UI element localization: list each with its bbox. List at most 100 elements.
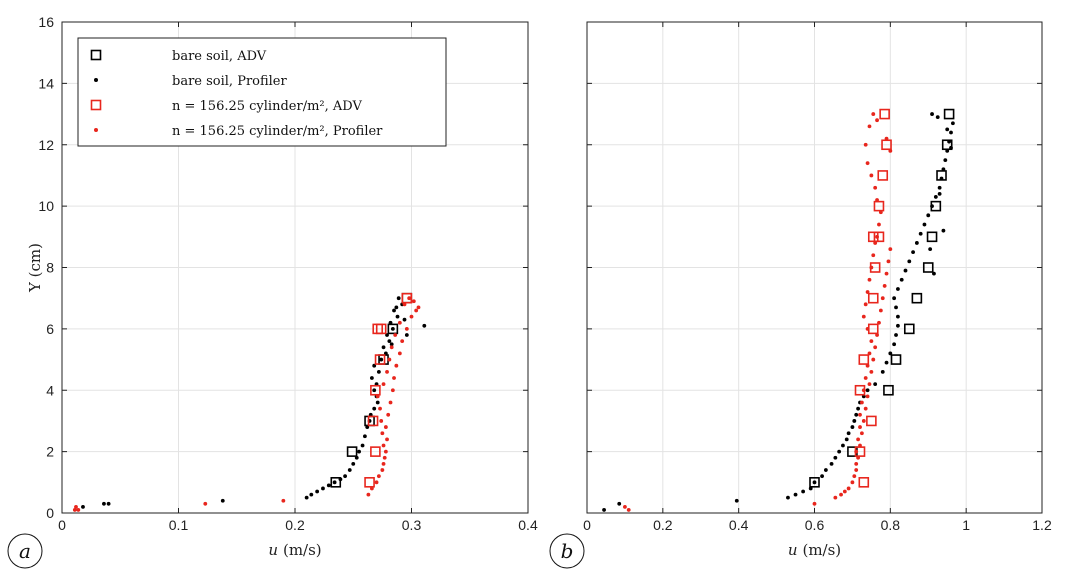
data-point-dot bbox=[309, 492, 314, 497]
data-point-dot bbox=[922, 222, 927, 227]
data-point-dot bbox=[416, 305, 421, 310]
data-point-dot bbox=[846, 486, 851, 491]
data-point-square bbox=[858, 354, 870, 365]
data-point-dot bbox=[939, 176, 944, 181]
y-axis-label: Y (cm) bbox=[26, 243, 44, 293]
x-tick-label: 0.6 bbox=[805, 517, 825, 533]
data-point-dot bbox=[896, 314, 900, 319]
data-point-dot bbox=[886, 259, 891, 264]
legend-label: n = 156.25 cylinder/m², Profiler bbox=[172, 124, 383, 139]
data-point-dot bbox=[326, 483, 331, 488]
data-point-dot bbox=[72, 508, 77, 512]
data-point-dot bbox=[338, 477, 343, 482]
data-point-dot bbox=[833, 455, 838, 460]
data-point-square bbox=[879, 108, 890, 120]
data-point-dot bbox=[793, 492, 798, 497]
series-3 bbox=[72, 296, 421, 512]
data-point-dot bbox=[865, 388, 870, 393]
legend-label: bare soil, Profiler bbox=[172, 74, 288, 89]
data-point-dot bbox=[422, 323, 427, 328]
data-point-dot bbox=[400, 339, 405, 344]
data-point-dot bbox=[382, 455, 387, 460]
data-point-dot bbox=[841, 443, 845, 448]
data-point-dot bbox=[385, 369, 389, 374]
data-point-dot bbox=[829, 462, 834, 466]
data-point-dot bbox=[383, 425, 388, 429]
data-point-dot bbox=[389, 345, 394, 350]
data-point-dot bbox=[404, 326, 409, 331]
data-point-dot bbox=[387, 339, 392, 344]
data-point-dot bbox=[863, 302, 868, 307]
data-point-dot bbox=[375, 394, 380, 399]
data-point-square bbox=[387, 323, 399, 335]
data-point-dot bbox=[949, 130, 953, 135]
data-point-dot bbox=[414, 308, 419, 313]
data-point-square bbox=[873, 231, 885, 243]
data-point-square bbox=[926, 231, 938, 243]
data-point-dot bbox=[880, 296, 885, 301]
data-point-dot bbox=[873, 241, 878, 245]
series-1 bbox=[81, 296, 427, 509]
data-point-dot bbox=[379, 357, 384, 362]
legend-marker-square bbox=[90, 99, 102, 111]
data-point-dot bbox=[380, 431, 385, 436]
x-tick-label: 0.4 bbox=[518, 517, 538, 533]
data-point-dot bbox=[873, 185, 878, 190]
data-point-square bbox=[367, 415, 379, 427]
data-point-dot bbox=[393, 333, 398, 337]
data-point-dot bbox=[918, 231, 923, 236]
data-point-dot bbox=[867, 124, 872, 129]
data-point-dot bbox=[842, 489, 847, 494]
data-point-square bbox=[903, 323, 915, 335]
y-tick-label: 14 bbox=[38, 75, 54, 91]
data-point-dot bbox=[378, 406, 382, 411]
data-point-dot bbox=[402, 302, 407, 307]
x-axis-label-unit: (m/s) bbox=[283, 541, 322, 559]
data-point-dot bbox=[381, 382, 386, 387]
data-point-dot bbox=[381, 462, 386, 466]
x-tick-label: 0.1 bbox=[169, 517, 189, 533]
data-point-dot bbox=[366, 492, 371, 497]
data-point-dot bbox=[888, 247, 893, 251]
x-axis-label: u (m/s) bbox=[788, 541, 841, 559]
data-point-dot bbox=[220, 498, 225, 503]
data-point-dot bbox=[945, 148, 950, 153]
data-point-dot bbox=[372, 388, 377, 393]
data-point-dot bbox=[930, 112, 934, 116]
data-point-dot bbox=[106, 501, 111, 506]
legend-marker-dot bbox=[94, 128, 98, 132]
data-point-dot bbox=[395, 314, 400, 319]
data-point-dot bbox=[390, 388, 395, 393]
data-point-dot bbox=[375, 400, 380, 405]
data-point-dot bbox=[854, 449, 859, 454]
panel-label: b bbox=[561, 539, 574, 563]
data-point-dot bbox=[888, 148, 893, 153]
y-tick-label: 0 bbox=[46, 505, 54, 521]
data-point-dot bbox=[852, 419, 857, 423]
data-point-dot bbox=[861, 419, 866, 423]
y-tick-label: 12 bbox=[38, 137, 54, 153]
data-point-square bbox=[922, 262, 934, 273]
x-tick-label: 0.4 bbox=[729, 517, 749, 533]
data-point-dot bbox=[363, 434, 367, 439]
data-point-dot bbox=[397, 320, 402, 325]
data-point-dot bbox=[856, 455, 861, 460]
data-point-dot bbox=[949, 145, 953, 150]
data-point-dot bbox=[875, 198, 879, 202]
data-point-dot bbox=[281, 498, 286, 503]
data-point-dot bbox=[381, 345, 386, 350]
data-point-dot bbox=[865, 326, 870, 331]
data-point-dot bbox=[892, 342, 897, 347]
panel-b: 0 0.2 0.4 0.6 0.8 1 1.2 u (m/s) b bbox=[549, 21, 1052, 569]
data-point-dot bbox=[865, 290, 870, 294]
legend-label: bare soil, ADV bbox=[172, 49, 267, 64]
data-point-dot bbox=[937, 185, 942, 190]
data-point-dot bbox=[875, 333, 879, 337]
x-tick-label: 0.8 bbox=[881, 517, 901, 533]
data-point-dot bbox=[394, 305, 399, 310]
data-point-dot bbox=[907, 259, 912, 264]
data-point-dot bbox=[388, 320, 393, 325]
data-point-dot bbox=[380, 468, 385, 472]
data-point-square bbox=[873, 200, 885, 212]
data-point-square bbox=[911, 292, 923, 304]
